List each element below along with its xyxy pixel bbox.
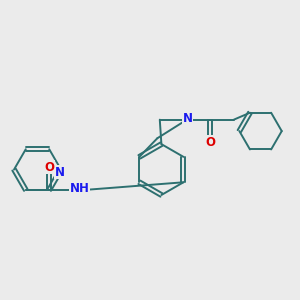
Text: N: N [55, 166, 65, 179]
Text: O: O [205, 136, 215, 149]
Text: NH: NH [70, 182, 90, 195]
Text: N: N [183, 112, 193, 125]
Text: O: O [44, 161, 54, 174]
